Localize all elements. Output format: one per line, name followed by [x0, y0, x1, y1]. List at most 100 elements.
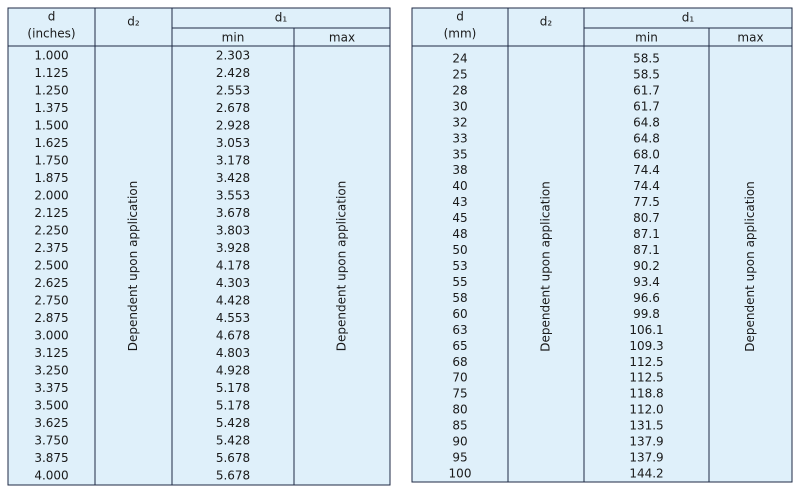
cell-min: 3.803 — [216, 223, 250, 237]
cell-min: 4.303 — [216, 276, 250, 290]
header-max: max — [737, 31, 763, 45]
cell-d: 32 — [452, 115, 467, 129]
cell-min: 5.428 — [216, 434, 250, 448]
cell-d: 2.625 — [34, 276, 68, 290]
header-d1: d₁ — [682, 11, 695, 25]
cell-d: 38 — [452, 163, 467, 177]
cell-min: 90.2 — [633, 259, 660, 273]
cell-min: 4.178 — [216, 259, 250, 273]
header-d1: d₁ — [275, 11, 288, 25]
cell-min: 74.4 — [633, 179, 660, 193]
cell-d: 28 — [452, 83, 467, 97]
cell-d: 40 — [452, 179, 467, 193]
cell-d: 4.000 — [34, 469, 68, 483]
cell-min: 4.803 — [216, 346, 250, 360]
cell-min: 5.678 — [216, 451, 250, 465]
table-bg — [411, 7, 793, 483]
cell-min: 61.7 — [633, 83, 660, 97]
header-max: max — [329, 31, 355, 45]
cell-d: 63 — [452, 323, 467, 337]
cell-min: 2.428 — [216, 66, 250, 80]
cell-min: 3.553 — [216, 188, 250, 202]
cell-min: 137.9 — [629, 435, 663, 449]
header-min: min — [222, 31, 245, 45]
cell-min: 58.5 — [633, 67, 660, 81]
cell-d: 2.500 — [34, 259, 68, 273]
header-d2: d₂ — [127, 15, 140, 29]
cell-min: 3.928 — [216, 241, 250, 255]
cell-d: 95 — [452, 451, 467, 465]
cell-d: 80 — [452, 403, 467, 417]
cell-d: 50 — [452, 243, 467, 257]
cell-min: 109.3 — [629, 339, 663, 353]
cell-min: 61.7 — [633, 99, 660, 113]
note-d2: Dependent upon application — [539, 181, 553, 352]
cell-min: 87.1 — [633, 243, 660, 257]
cell-d: 60 — [452, 307, 467, 321]
note-d2: Dependent upon application — [126, 181, 140, 352]
cell-min: 112.0 — [629, 403, 663, 417]
cell-d: 2.125 — [34, 206, 68, 220]
header-unit: (inches) — [27, 27, 75, 41]
cell-d: 3.375 — [34, 381, 68, 395]
header-unit: (mm) — [444, 27, 477, 41]
cell-min: 3.428 — [216, 171, 250, 185]
cell-min: 2.303 — [216, 48, 250, 62]
note-max: Dependent upon application — [743, 181, 757, 352]
cell-min: 93.4 — [633, 275, 660, 289]
cell-d: 2.375 — [34, 241, 68, 255]
header-d2: d₂ — [540, 15, 553, 29]
cell-d: 25 — [452, 67, 467, 81]
cell-d: 30 — [452, 99, 467, 113]
cell-d: 55 — [452, 275, 467, 289]
cell-min: 144.2 — [629, 467, 663, 481]
cell-min: 5.428 — [216, 416, 250, 430]
header-min: min — [635, 31, 658, 45]
cell-d: 3.250 — [34, 364, 68, 378]
cell-min: 64.8 — [633, 115, 660, 129]
cell-d: 90 — [452, 435, 467, 449]
cell-d: 45 — [452, 211, 467, 225]
cell-d: 1.625 — [34, 136, 68, 150]
cell-min: 118.8 — [629, 387, 663, 401]
cell-d: 1.125 — [34, 66, 68, 80]
cell-min: 5.178 — [216, 399, 250, 413]
note-max: Dependent upon application — [335, 181, 349, 352]
cell-min: 106.1 — [629, 323, 663, 337]
cell-min: 3.178 — [216, 153, 250, 167]
cell-min: 58.5 — [633, 51, 660, 65]
cell-d: 3.000 — [34, 329, 68, 343]
cell-min: 5.678 — [216, 469, 250, 483]
cell-min: 112.5 — [629, 355, 663, 369]
cell-min: 131.5 — [629, 419, 663, 433]
cell-d: 85 — [452, 419, 467, 433]
cell-d: 70 — [452, 371, 467, 385]
cell-d: 43 — [452, 195, 467, 209]
cell-d: 3.500 — [34, 399, 68, 413]
cell-d: 100 — [449, 467, 472, 481]
cell-min: 3.053 — [216, 136, 250, 150]
cell-d: 75 — [452, 387, 467, 401]
cell-min: 68.0 — [633, 147, 660, 161]
cell-d: 1.875 — [34, 171, 68, 185]
cell-min: 137.9 — [629, 451, 663, 465]
table-bg — [7, 7, 391, 486]
cell-d: 3.125 — [34, 346, 68, 360]
cell-min: 4.928 — [216, 364, 250, 378]
cell-d: 1.375 — [34, 101, 68, 115]
cell-d: 2.250 — [34, 223, 68, 237]
cell-min: 2.928 — [216, 118, 250, 132]
cell-d: 1.000 — [34, 48, 68, 62]
cell-d: 24 — [452, 51, 467, 65]
cell-min: 80.7 — [633, 211, 660, 225]
cell-d: 3.625 — [34, 416, 68, 430]
header-d: d — [48, 10, 56, 24]
cell-d: 2.000 — [34, 188, 68, 202]
cell-min: 4.428 — [216, 294, 250, 308]
cell-min: 87.1 — [633, 227, 660, 241]
cell-d: 3.875 — [34, 451, 68, 465]
cell-d: 2.750 — [34, 294, 68, 308]
cell-min: 3.678 — [216, 206, 250, 220]
